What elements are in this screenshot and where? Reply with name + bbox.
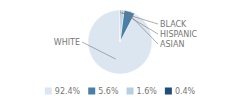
leader-line	[129, 14, 158, 44]
leader-line	[82, 42, 116, 59]
legend-label: 5.6%	[98, 87, 119, 96]
pie-slice	[120, 10, 124, 42]
legend-swatch	[45, 88, 52, 95]
legend-swatch	[127, 88, 134, 95]
legend-label: 0.4%	[175, 87, 196, 96]
pie-slice	[120, 10, 122, 42]
legend-label: 1.6%	[137, 87, 158, 96]
legend-label: 92.4%	[55, 87, 81, 96]
slice-label: ASIAN	[160, 40, 184, 49]
slice-label: BLACK	[160, 20, 187, 29]
leader-line	[122, 13, 158, 34]
slice-label: WHITE	[54, 38, 80, 47]
pie-slice	[120, 10, 135, 42]
legend-swatch	[88, 88, 95, 95]
pie	[88, 10, 152, 74]
slice-label: HISPANIC	[160, 30, 198, 39]
legend-swatch	[165, 88, 172, 95]
pie-slice	[88, 10, 152, 74]
leader-line	[120, 13, 158, 24]
legend: 92.4% 5.6% 1.6% 0.4%	[45, 87, 196, 96]
chart: WHITE BLACKHISPANICASIAN 92.4% 5.6% 1.6% 0.4%	[0, 0, 240, 100]
